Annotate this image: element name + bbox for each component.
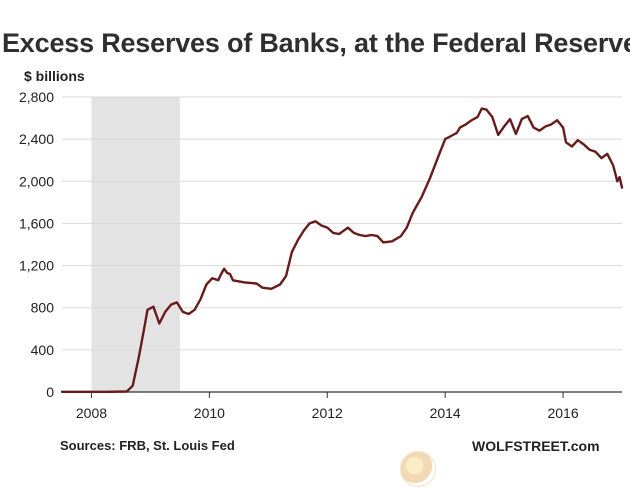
x-tick-label: 2012 [312, 405, 343, 421]
series-line-excess-reserves [60, 107, 624, 393]
x-tick-label: 2010 [194, 405, 225, 421]
y-axis-unit-label: $ billions [24, 68, 85, 84]
y-tick-label: 1,200 [19, 258, 54, 274]
y-tick-label: 2,800 [19, 89, 54, 105]
y-tick-label: 800 [31, 300, 55, 316]
watermark-logo-icon [400, 451, 436, 487]
recession-band [91, 97, 180, 392]
chart-title: Excess Reserves of Banks, at the Federal… [2, 28, 630, 58]
x-tick-label: 2008 [76, 405, 107, 421]
y-tick-label: 2,400 [19, 131, 54, 147]
credit-label: WOLFSTREET.com [472, 438, 600, 454]
source-note: Sources: FRB, St. Louis Fed [60, 438, 235, 453]
x-tick-label: 2016 [547, 405, 578, 421]
watermark [400, 448, 630, 490]
y-tick-label: 2,000 [19, 173, 54, 189]
y-tick-label: 0 [46, 384, 54, 400]
y-tick-label: 400 [31, 342, 55, 358]
y-tick-label: 1,600 [19, 215, 54, 231]
x-tick-label: 2014 [430, 405, 461, 421]
